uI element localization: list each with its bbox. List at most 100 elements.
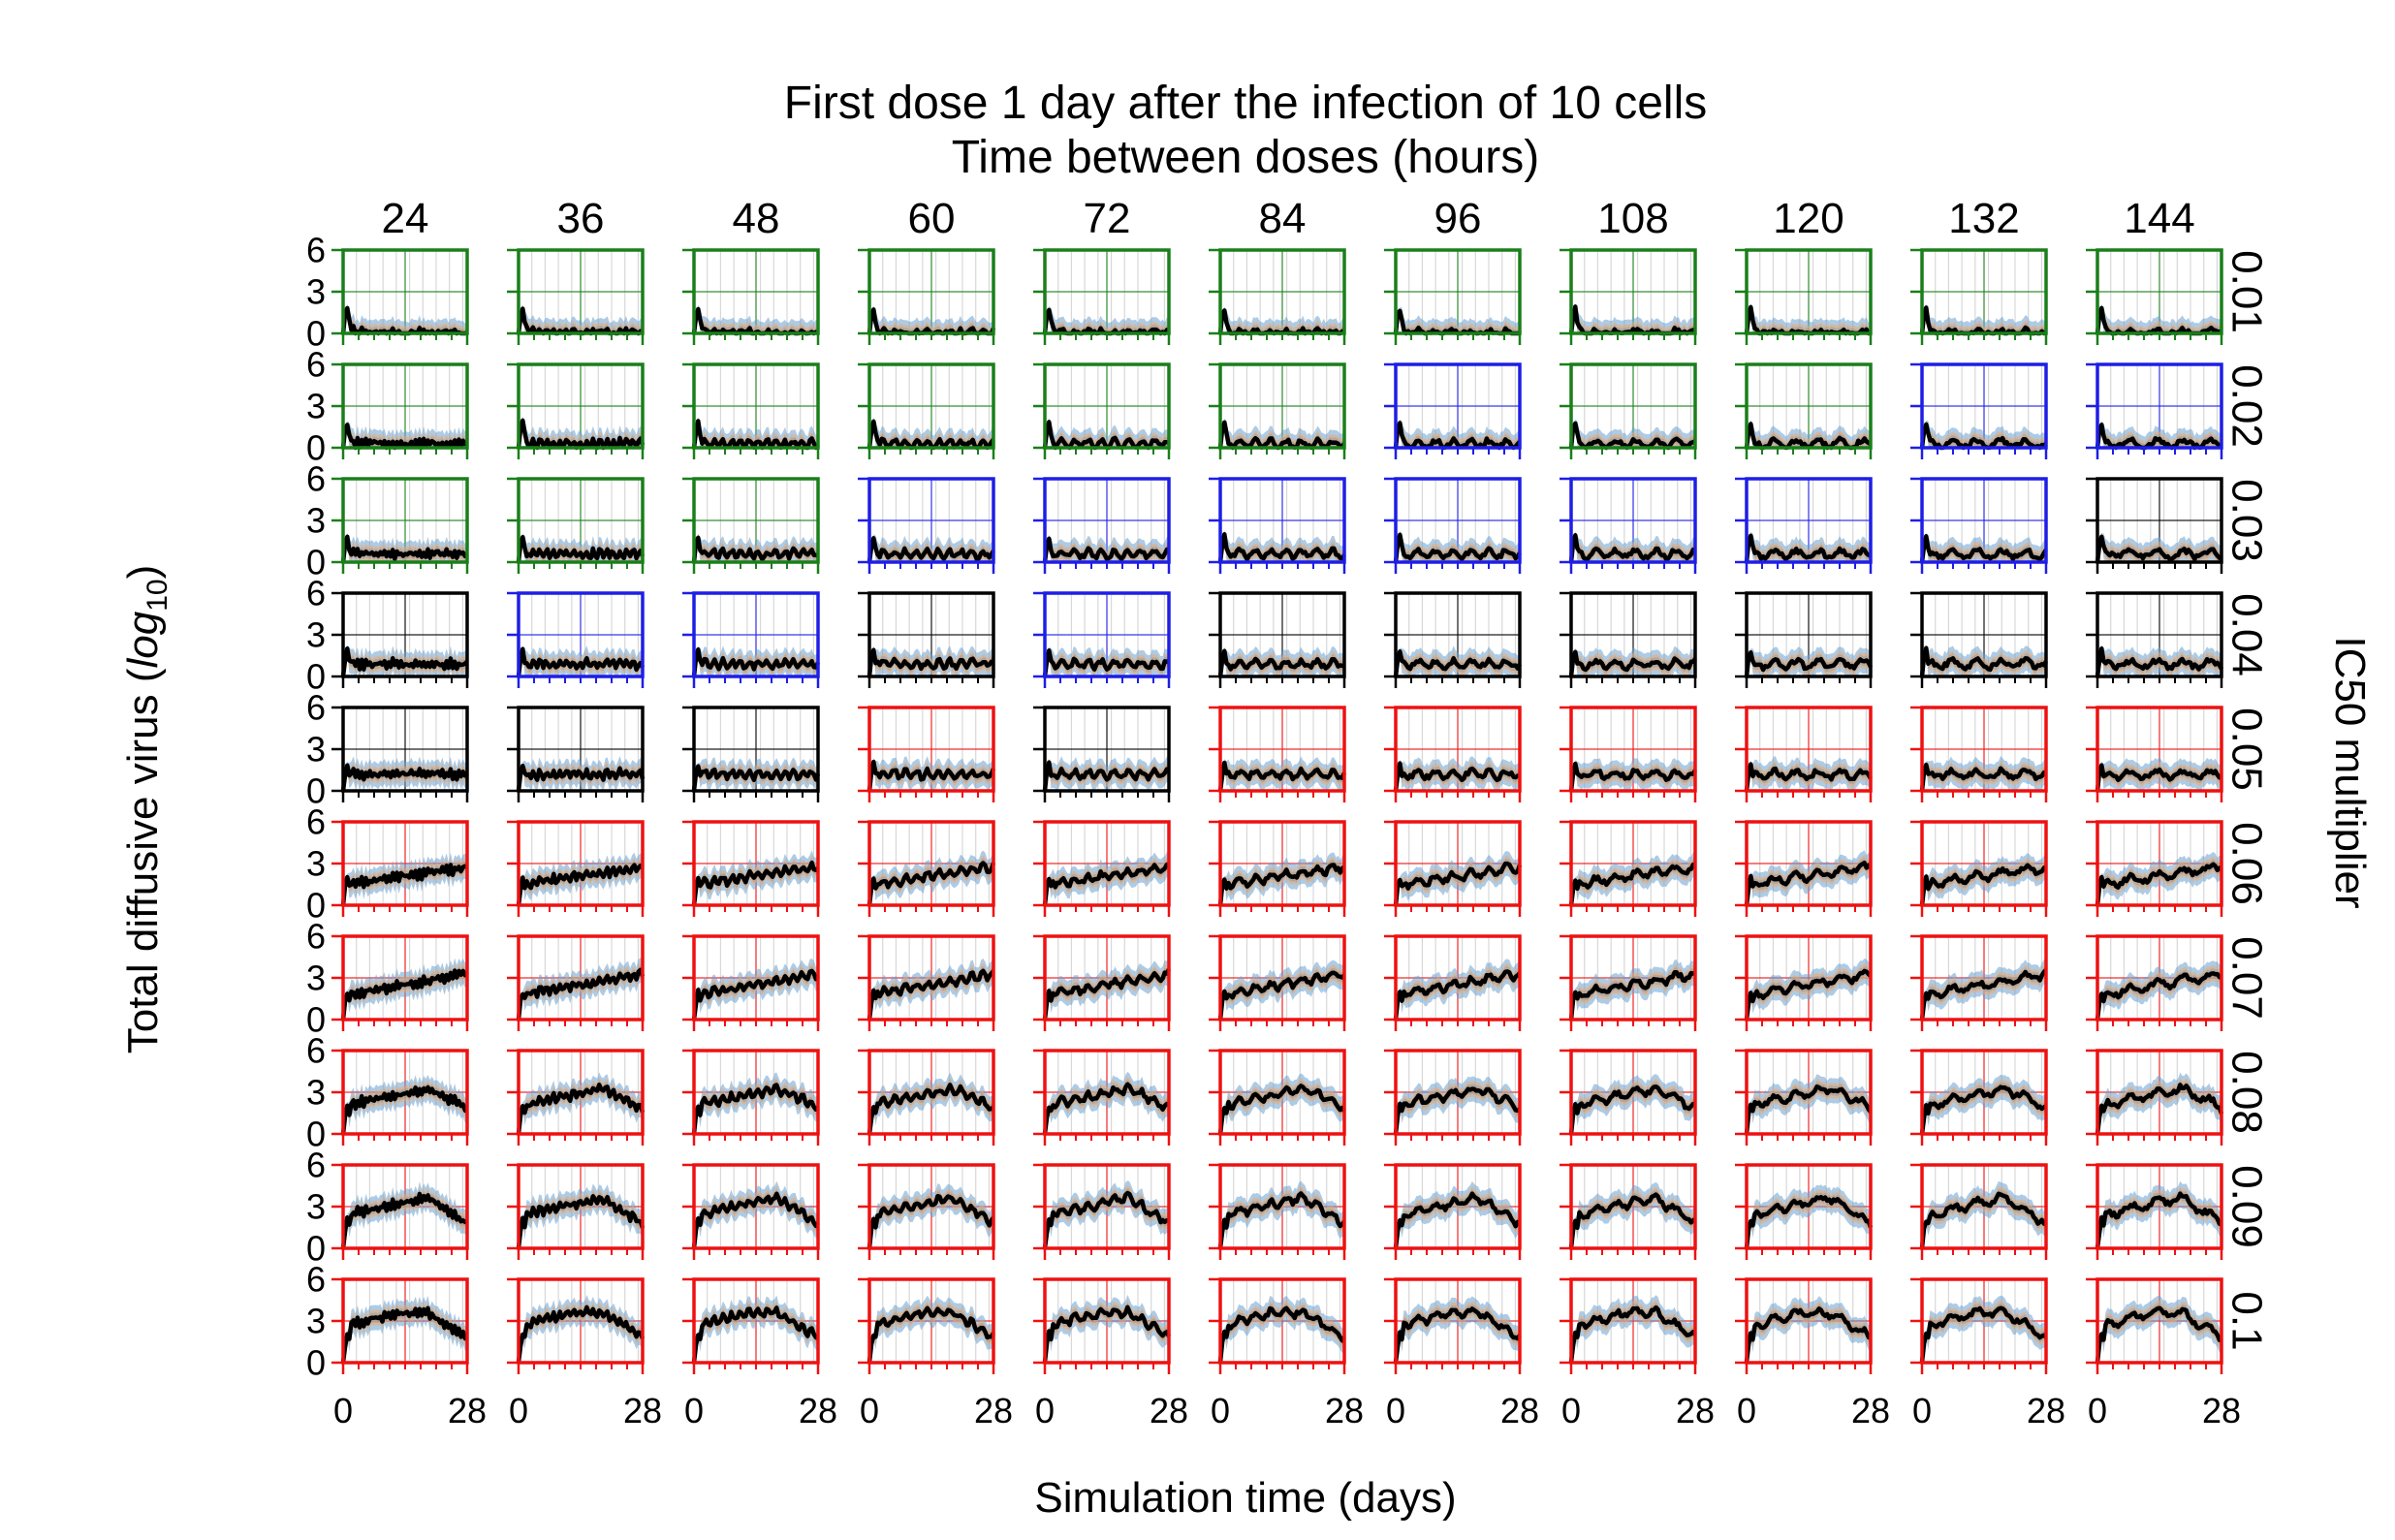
mean-line <box>867 647 994 677</box>
column-label: 36 <box>557 195 605 242</box>
spread-band <box>1045 537 1169 562</box>
mean-line <box>1568 1084 1696 1135</box>
panel <box>2086 820 2223 917</box>
panel <box>1384 591 1523 688</box>
panel <box>682 1163 820 1260</box>
panel: 0 28 <box>2086 1277 2241 1430</box>
row-label: 0.09 <box>2223 1165 2271 1248</box>
x-tick-label: 0 <box>860 1391 879 1430</box>
spread-band <box>1922 646 2046 676</box>
spread-band <box>1396 1188 1520 1248</box>
y-tick-label: 0 <box>306 428 326 468</box>
mean-line <box>516 535 646 563</box>
panel <box>1033 1049 1171 1146</box>
column-labels: 24 36 48 60 72 84 96 108 120 132 144 <box>382 195 2195 242</box>
panel <box>2086 1049 2224 1146</box>
mean-line <box>691 860 820 906</box>
panel: 0 28 <box>1910 1277 2065 1430</box>
panel <box>2086 248 2223 345</box>
y-axis-title-suffix: ) <box>119 565 167 580</box>
panel: 036 <box>306 917 469 1040</box>
x-tick-label: 28 <box>1325 1391 1364 1430</box>
figure-title: First dose 1 day after the infection of … <box>784 78 1708 129</box>
mean-line <box>1393 1306 1522 1363</box>
spread-band <box>1571 1295 1695 1363</box>
mean-line <box>1217 863 1346 906</box>
panel <box>1560 248 1697 345</box>
panel <box>1384 362 1522 459</box>
panel <box>1033 1163 1171 1260</box>
panel <box>858 1049 995 1146</box>
panel: 036 <box>306 688 469 811</box>
mean-line <box>867 1193 995 1248</box>
x-tick-label: 0 <box>333 1391 353 1430</box>
panel <box>1560 591 1697 688</box>
mean-line <box>867 1305 995 1363</box>
spread-band <box>869 648 993 676</box>
x-tick-label: 28 <box>1676 1391 1715 1430</box>
panel: 036 <box>306 574 469 697</box>
y-tick-label: 3 <box>306 387 326 426</box>
panel: 036 <box>306 459 469 582</box>
mean-line <box>2095 534 2222 563</box>
x-tick-label: 28 <box>1851 1391 1890 1430</box>
y-tick-label: 6 <box>306 688 326 728</box>
mean-line <box>516 863 645 906</box>
mean-line <box>516 1083 646 1135</box>
spread-band <box>1396 309 1520 333</box>
mean-line <box>1217 420 1346 451</box>
mean-line <box>691 764 821 792</box>
y-tick-label: 3 <box>306 272 326 312</box>
mean-line <box>2095 1305 2222 1363</box>
spread-band <box>694 307 818 333</box>
panel <box>858 477 995 574</box>
mean-line <box>1919 863 2048 906</box>
mean-line <box>1217 1084 1346 1135</box>
spread-band <box>1571 859 1695 905</box>
panel <box>858 820 996 917</box>
column-label: 108 <box>1597 195 1668 242</box>
spread-band <box>343 1082 467 1134</box>
panel <box>507 1163 646 1260</box>
row-label: 0.04 <box>2223 593 2271 676</box>
panel <box>858 706 996 802</box>
row-label: 0.05 <box>2223 707 2271 791</box>
panel <box>858 934 995 1031</box>
column-label: 84 <box>1259 195 1307 242</box>
spread-band <box>1747 304 1871 333</box>
panel <box>1560 477 1697 574</box>
mean-line <box>516 1194 646 1249</box>
panel <box>507 591 646 688</box>
y-tick-label: 3 <box>306 1187 326 1227</box>
x-tick-label: 0 <box>684 1391 704 1430</box>
panel <box>507 934 646 1031</box>
panel <box>1910 934 2048 1031</box>
panel <box>1735 934 1873 1031</box>
panel <box>1209 934 1346 1031</box>
x-tick-label: 28 <box>974 1391 1013 1430</box>
mean-line <box>1568 862 1696 906</box>
spread-band <box>1220 306 1344 333</box>
panel <box>1910 1049 2048 1146</box>
mean-line <box>1393 761 1521 792</box>
panel <box>858 248 996 345</box>
y-tick-label: 6 <box>306 459 326 499</box>
mean-line <box>1744 968 1873 1021</box>
mean-line <box>340 534 468 563</box>
row-label: 0.08 <box>2223 1051 2271 1134</box>
panel <box>1735 477 1873 574</box>
mean-line <box>516 646 646 677</box>
row-label: 0.02 <box>2223 364 2271 448</box>
mean-line <box>691 535 819 563</box>
mean-line <box>1393 648 1523 677</box>
panel <box>507 362 646 459</box>
panel <box>507 820 645 917</box>
panel: 0 28 <box>1209 1277 1364 1430</box>
mean-line <box>1217 970 1346 1021</box>
panel <box>1209 362 1346 459</box>
x-tick-label: 0 <box>1035 1391 1055 1430</box>
mean-line <box>1042 760 1171 792</box>
panel <box>1384 1049 1522 1146</box>
y-tick-label: 0 <box>306 1115 326 1154</box>
